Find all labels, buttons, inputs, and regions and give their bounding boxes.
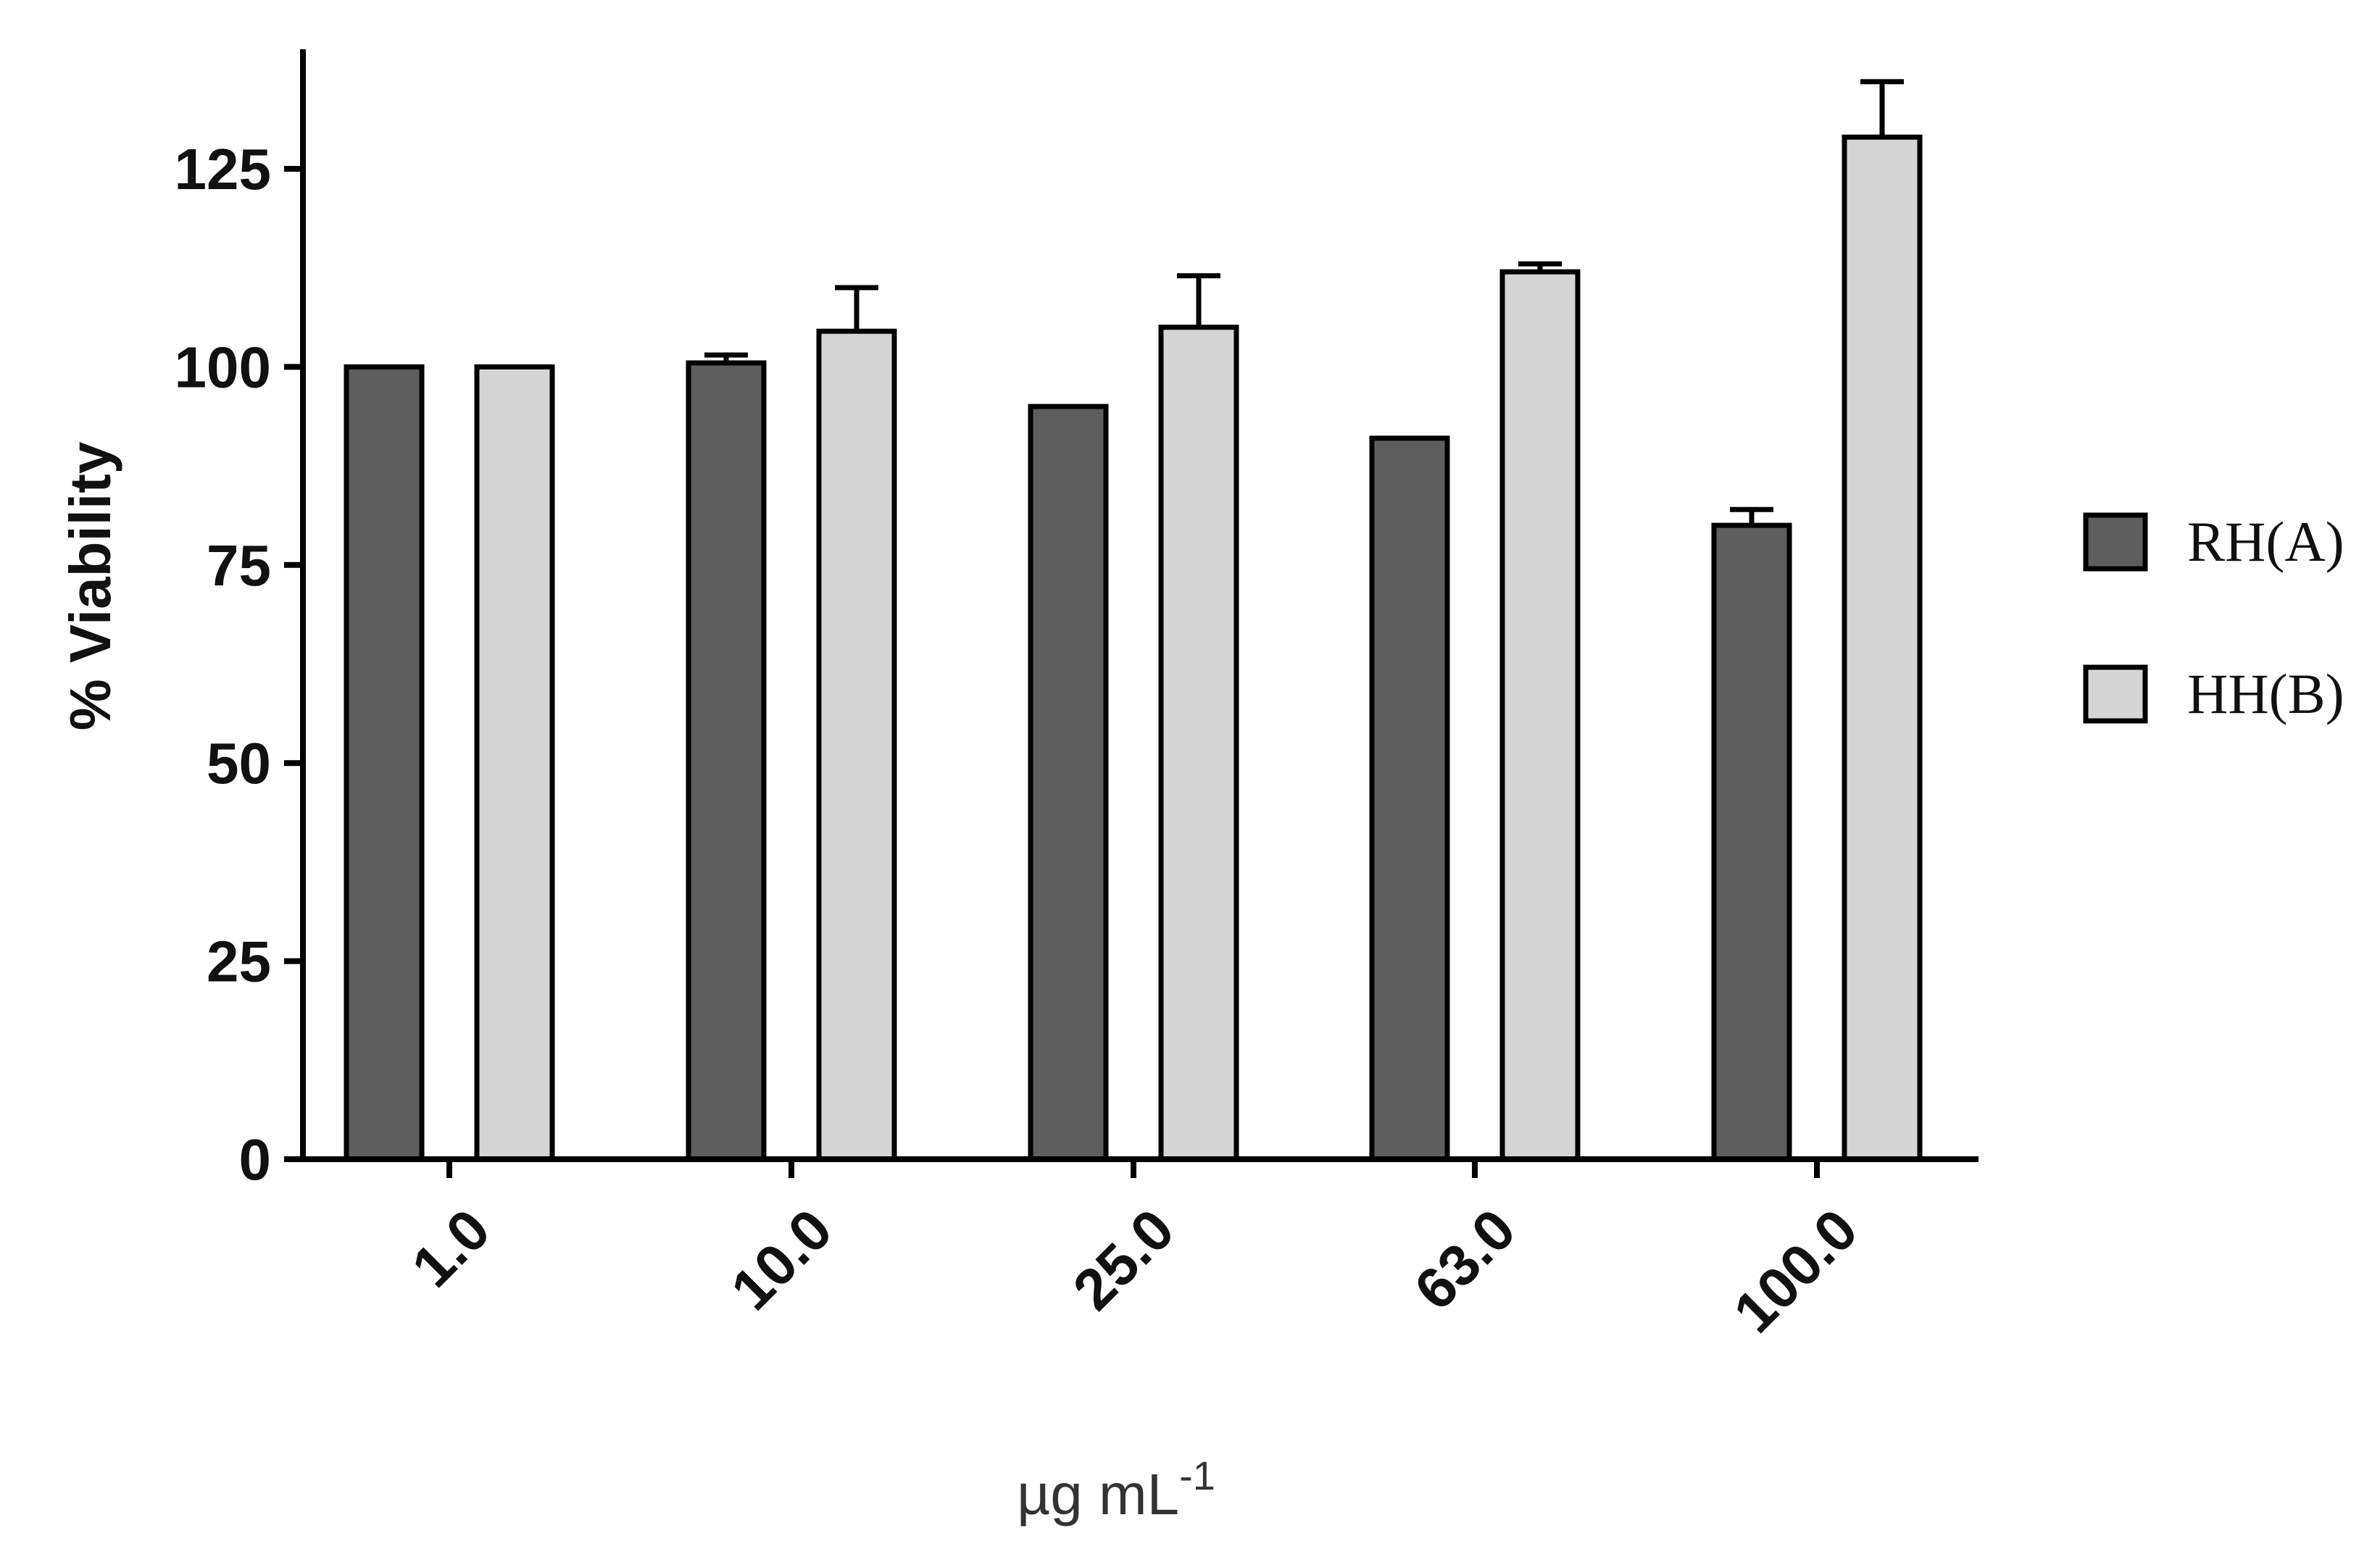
legend-swatch-hhb: [2083, 664, 2148, 724]
x-tick-label-2: 25.0: [1061, 1197, 1186, 1322]
bar-rha-1: [686, 360, 767, 1162]
legend-label-hhb: HH(B): [2187, 662, 2344, 725]
bar-hhb-1: [816, 328, 897, 1162]
x-tick-label-1: 10.0: [719, 1197, 844, 1322]
x-tick-label-4: 100.0: [1721, 1197, 1869, 1345]
x-tick-label-3: 63.0: [1402, 1197, 1528, 1322]
labels-layer: 0 25 50 75 100 125 1.0 10.0 25.0 63.0 100.0 % Viabi…: [58, 137, 1870, 1527]
bar-rha-4: [1711, 522, 1792, 1162]
bar-hhb-4: [1842, 134, 1923, 1162]
y-tick-label-0: 0: [239, 1127, 272, 1192]
bars-layer: [344, 79, 1923, 1162]
y-axis-title: % Viability: [58, 441, 122, 730]
bar-rha-3: [1369, 435, 1450, 1162]
legend: RH(A) HH(B): [2083, 510, 2344, 725]
y-tick-label-125: 125: [175, 137, 271, 201]
bar-hhb-3: [1499, 269, 1581, 1162]
bar-rha-0: [344, 364, 425, 1162]
bar-rha-2: [1028, 404, 1109, 1162]
y-tick-label-50: 50: [207, 731, 271, 796]
legend-label-rha: RH(A): [2187, 510, 2344, 573]
x-tick-label-0: 1.0: [399, 1197, 502, 1300]
bar-hhb-0: [474, 364, 555, 1162]
bar-hhb-2: [1158, 325, 1239, 1162]
x-axis-title: µg mL-1: [1017, 1453, 1215, 1527]
axes-layer: [284, 49, 1979, 1178]
y-tick-label-100: 100: [175, 335, 271, 399]
y-tick-label-75: 75: [207, 533, 271, 598]
y-tick-label-25: 25: [207, 930, 271, 994]
legend-swatch-rha: [2083, 512, 2148, 572]
